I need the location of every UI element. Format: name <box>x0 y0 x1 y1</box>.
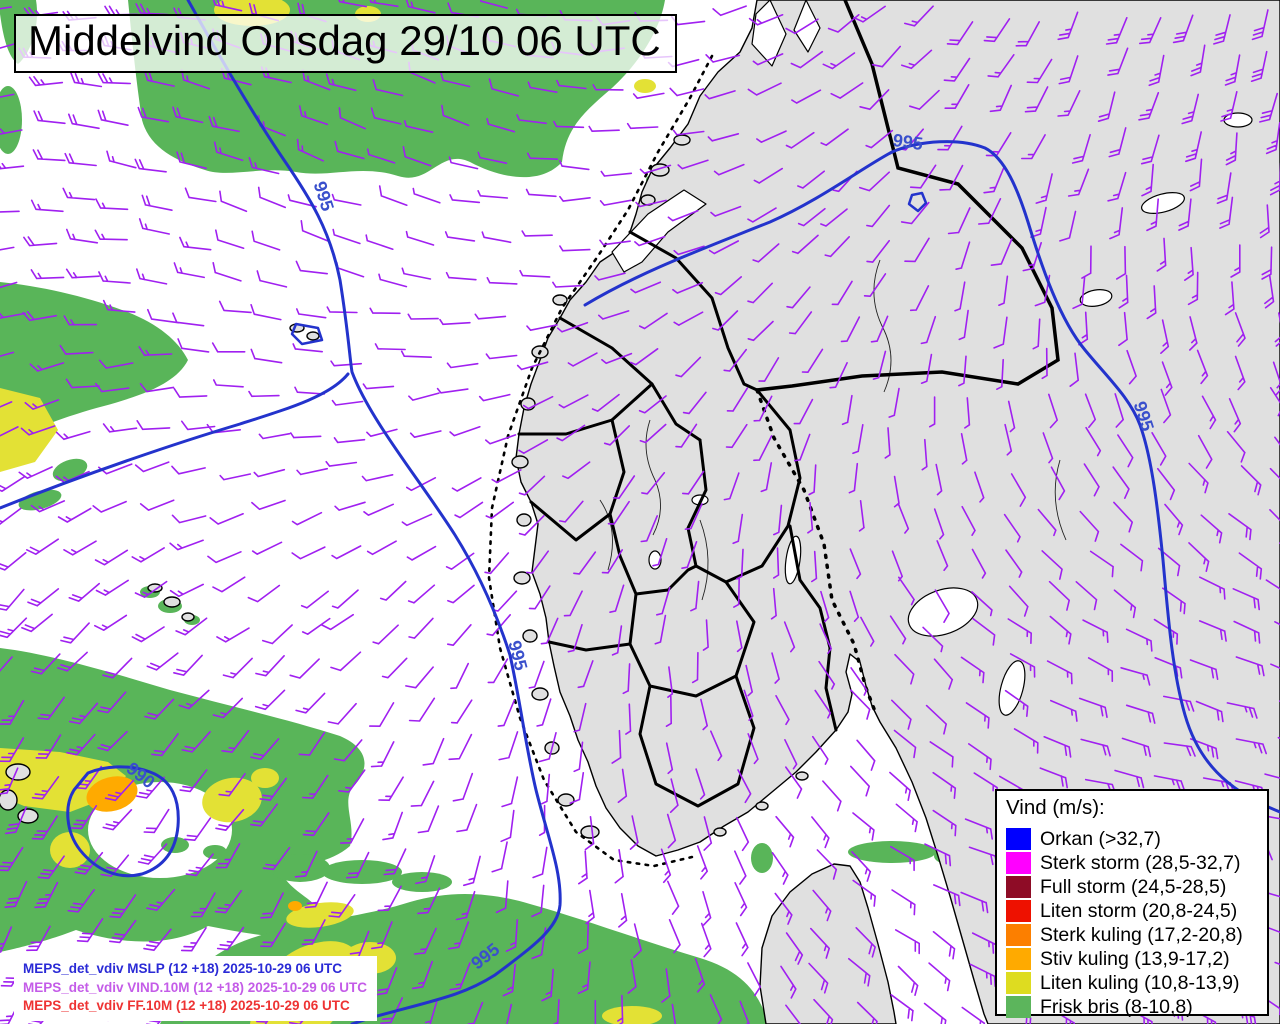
isobar-990-low <box>66 765 180 878</box>
isobar-closed-small <box>907 191 928 213</box>
wind-speed-patches-orange <box>86 776 302 911</box>
legend-swatch <box>1006 828 1031 850</box>
legend-item: Sterk storm (28,5-32,7) <box>1006 851 1259 875</box>
map-title: Middelvind Onsdag 29/10 06 UTC <box>14 14 677 74</box>
attribution-line: MEPS_det_vdiv MSLP (12 +18) 2025-10-29 0… <box>23 961 343 976</box>
legend-title: Vind (m/s): <box>1006 796 1105 819</box>
isobar-995-east <box>583 140 1280 814</box>
legend-item: Stiv kuling (13,9-17,2) <box>1006 947 1259 971</box>
isobar-995-trough <box>0 372 350 510</box>
legend-item: Liten storm (20,8-24,5) <box>1006 899 1259 923</box>
attribution-box: MEPS_det_vdiv MSLP (12 +18) 2025-10-29 0… <box>14 956 378 1021</box>
legend-item-label: Frisk bris (8-10,8) <box>1040 995 1193 1018</box>
legend-item: Sterk kuling (17,2-20,8) <box>1006 923 1259 947</box>
legend-item-label: Stiv kuling (13,9-17,2) <box>1040 947 1230 970</box>
legend-item-label: Full storm (24,5-28,5) <box>1040 875 1227 898</box>
county-borders <box>517 230 838 808</box>
attribution-line: MEPS_det_vdiv FF.10M (12 +18) 2025-10-29… <box>23 998 350 1014</box>
legend-item: Liten kuling (10,8-13,9) <box>1006 971 1259 995</box>
isobar-label: 995 <box>892 130 925 154</box>
legend-item-label: Liten storm (20,8-24,5) <box>1040 899 1238 922</box>
isobar-closed-small2 <box>290 322 324 346</box>
legend-swatch <box>1006 972 1031 994</box>
legend-swatch <box>1006 852 1031 874</box>
legend-swatch <box>1006 924 1031 946</box>
legend-swatch <box>1006 996 1031 1018</box>
legend-item: Frisk bris (8-10,8) <box>1006 995 1259 1019</box>
legend-item: Full storm (24,5-28,5) <box>1006 875 1259 899</box>
wind-legend: Vind (m/s): Orkan (>32,7) Sterk storm (28… <box>995 789 1269 1019</box>
legend-swatch <box>1006 900 1031 922</box>
legend-item: Orkan (>32,7) <box>1006 827 1259 851</box>
territorial-line <box>487 54 714 868</box>
legend-swatch <box>1006 876 1031 898</box>
legend-item-label: Liten kuling (10,8-13,9) <box>1040 971 1240 994</box>
legend-item-label: Sterk storm (28,5-32,7) <box>1040 851 1241 874</box>
legend-swatch <box>1006 948 1031 970</box>
attribution-line: MEPS_det_vdiv VIND.10M (12 +18) 2025-10-… <box>23 979 368 995</box>
lakes <box>648 112 1253 716</box>
legend-item-label: Orkan (>32,7) <box>1040 827 1161 850</box>
isobar-995-west <box>186 0 562 1024</box>
land-denmark <box>759 863 897 1024</box>
legend-item-label: Sterk kuling (17,2-20,8) <box>1040 923 1243 946</box>
